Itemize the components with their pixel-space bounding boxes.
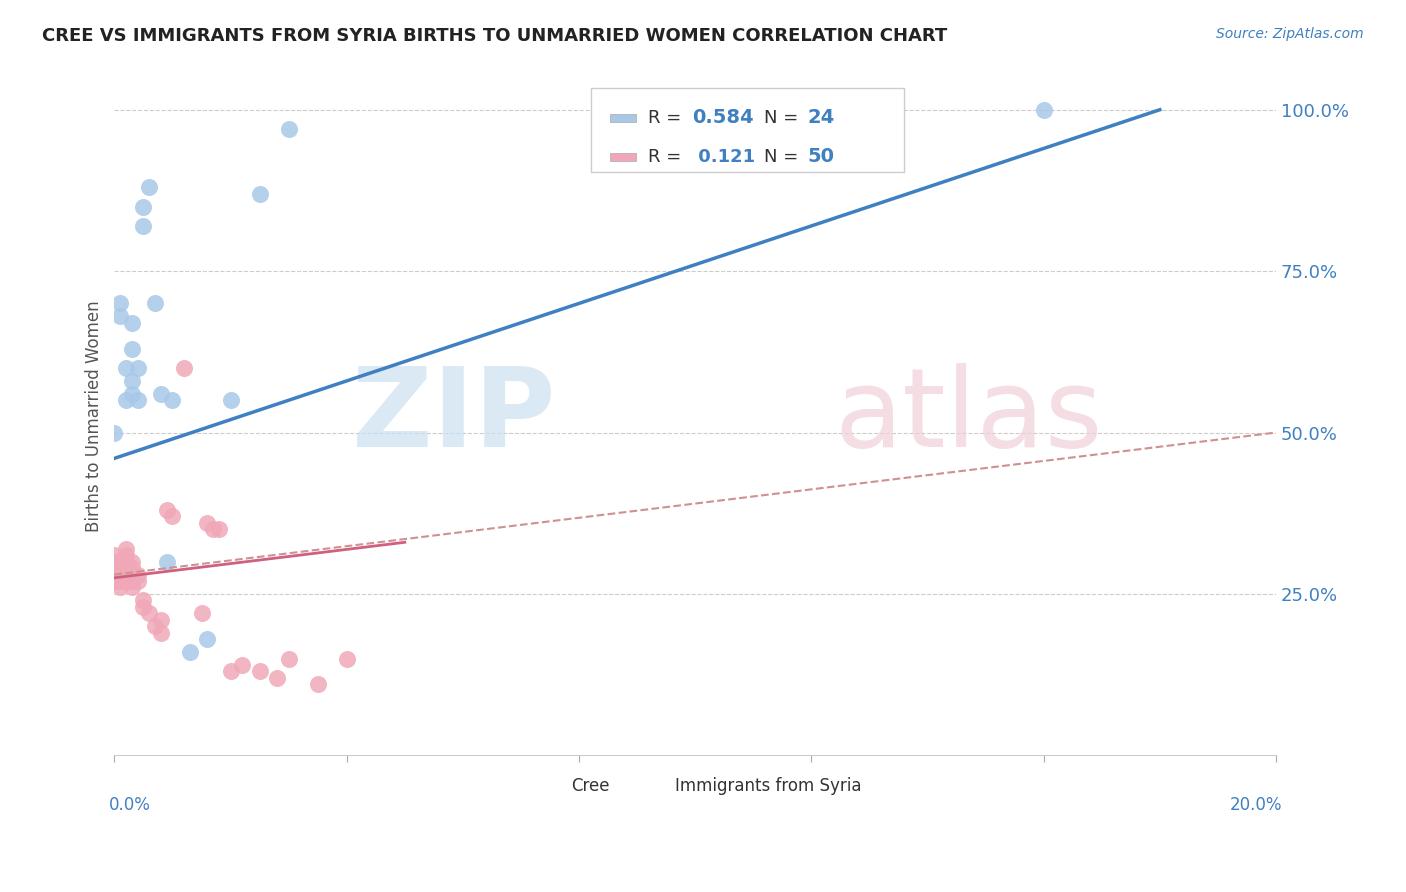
Point <box>127 361 149 376</box>
Point <box>149 613 172 627</box>
Point <box>103 567 125 582</box>
Text: 0.121: 0.121 <box>692 148 755 166</box>
FancyBboxPatch shape <box>591 87 904 172</box>
Text: ZIP: ZIP <box>353 363 555 470</box>
Point <box>162 393 184 408</box>
Point <box>121 561 143 575</box>
Point <box>132 599 155 614</box>
Point <box>110 574 132 588</box>
Text: N =: N = <box>763 109 804 127</box>
Point <box>103 561 125 575</box>
Text: R =: R = <box>648 148 686 166</box>
Point <box>115 541 138 556</box>
FancyBboxPatch shape <box>538 776 564 796</box>
Text: 50: 50 <box>808 147 835 167</box>
Point <box>179 645 201 659</box>
Point <box>127 567 149 582</box>
Text: CREE VS IMMIGRANTS FROM SYRIA BIRTHS TO UNMARRIED WOMEN CORRELATION CHART: CREE VS IMMIGRANTS FROM SYRIA BIRTHS TO … <box>42 27 948 45</box>
Point <box>138 607 160 621</box>
Point <box>121 342 143 356</box>
Point <box>249 665 271 679</box>
Point <box>115 361 138 376</box>
Point <box>195 632 218 647</box>
Point <box>249 186 271 201</box>
Point <box>156 555 179 569</box>
Point <box>115 555 138 569</box>
Point <box>115 393 138 408</box>
Point <box>219 393 242 408</box>
Point <box>143 619 166 633</box>
Point <box>208 522 231 536</box>
Point <box>156 503 179 517</box>
Point <box>115 561 138 575</box>
Point <box>110 574 132 588</box>
Text: Cree: Cree <box>571 777 609 795</box>
Point <box>110 555 132 569</box>
Point <box>132 200 155 214</box>
Point <box>115 574 138 588</box>
Point <box>110 567 132 582</box>
Point <box>127 574 149 588</box>
Point <box>110 581 132 595</box>
Point <box>149 386 172 401</box>
Point <box>173 361 195 376</box>
Text: 0.0%: 0.0% <box>108 796 150 814</box>
Point <box>121 374 143 388</box>
Point <box>121 316 143 330</box>
Point <box>195 516 218 530</box>
Point <box>103 574 125 588</box>
FancyBboxPatch shape <box>643 776 668 796</box>
Point <box>103 574 125 588</box>
Point <box>307 677 329 691</box>
Point <box>121 555 143 569</box>
Point <box>121 386 143 401</box>
FancyBboxPatch shape <box>610 153 636 161</box>
Point <box>231 657 253 672</box>
Text: 20.0%: 20.0% <box>1229 796 1282 814</box>
Point <box>103 561 125 575</box>
Point <box>110 310 132 324</box>
Point <box>103 567 125 582</box>
Point <box>103 555 125 569</box>
Point <box>103 425 125 440</box>
Y-axis label: Births to Unmarried Women: Births to Unmarried Women <box>86 301 103 533</box>
Text: N =: N = <box>763 148 804 166</box>
Point <box>132 593 155 607</box>
Point <box>121 581 143 595</box>
Point <box>219 665 242 679</box>
Text: Immigrants from Syria: Immigrants from Syria <box>675 777 862 795</box>
Point <box>110 561 132 575</box>
Point <box>115 561 138 575</box>
Point <box>138 180 160 194</box>
Point <box>103 555 125 569</box>
Point <box>121 574 143 588</box>
Point <box>277 122 299 136</box>
Point <box>115 567 138 582</box>
Text: atlas: atlas <box>835 363 1104 470</box>
Point <box>103 548 125 562</box>
Point <box>121 574 143 588</box>
Text: Source: ZipAtlas.com: Source: ZipAtlas.com <box>1216 27 1364 41</box>
Point <box>143 296 166 310</box>
Point <box>190 607 212 621</box>
Point <box>1032 103 1054 117</box>
Point <box>127 393 149 408</box>
Point <box>149 625 172 640</box>
Point <box>121 567 143 582</box>
Point <box>110 296 132 310</box>
Point <box>132 219 155 233</box>
Point <box>336 651 359 665</box>
FancyBboxPatch shape <box>610 113 636 122</box>
Point <box>115 548 138 562</box>
Point <box>202 522 225 536</box>
Point <box>277 651 299 665</box>
Text: 24: 24 <box>808 109 835 128</box>
Text: 0.584: 0.584 <box>692 109 754 128</box>
Point <box>266 671 288 685</box>
Point <box>162 509 184 524</box>
Text: R =: R = <box>648 109 686 127</box>
